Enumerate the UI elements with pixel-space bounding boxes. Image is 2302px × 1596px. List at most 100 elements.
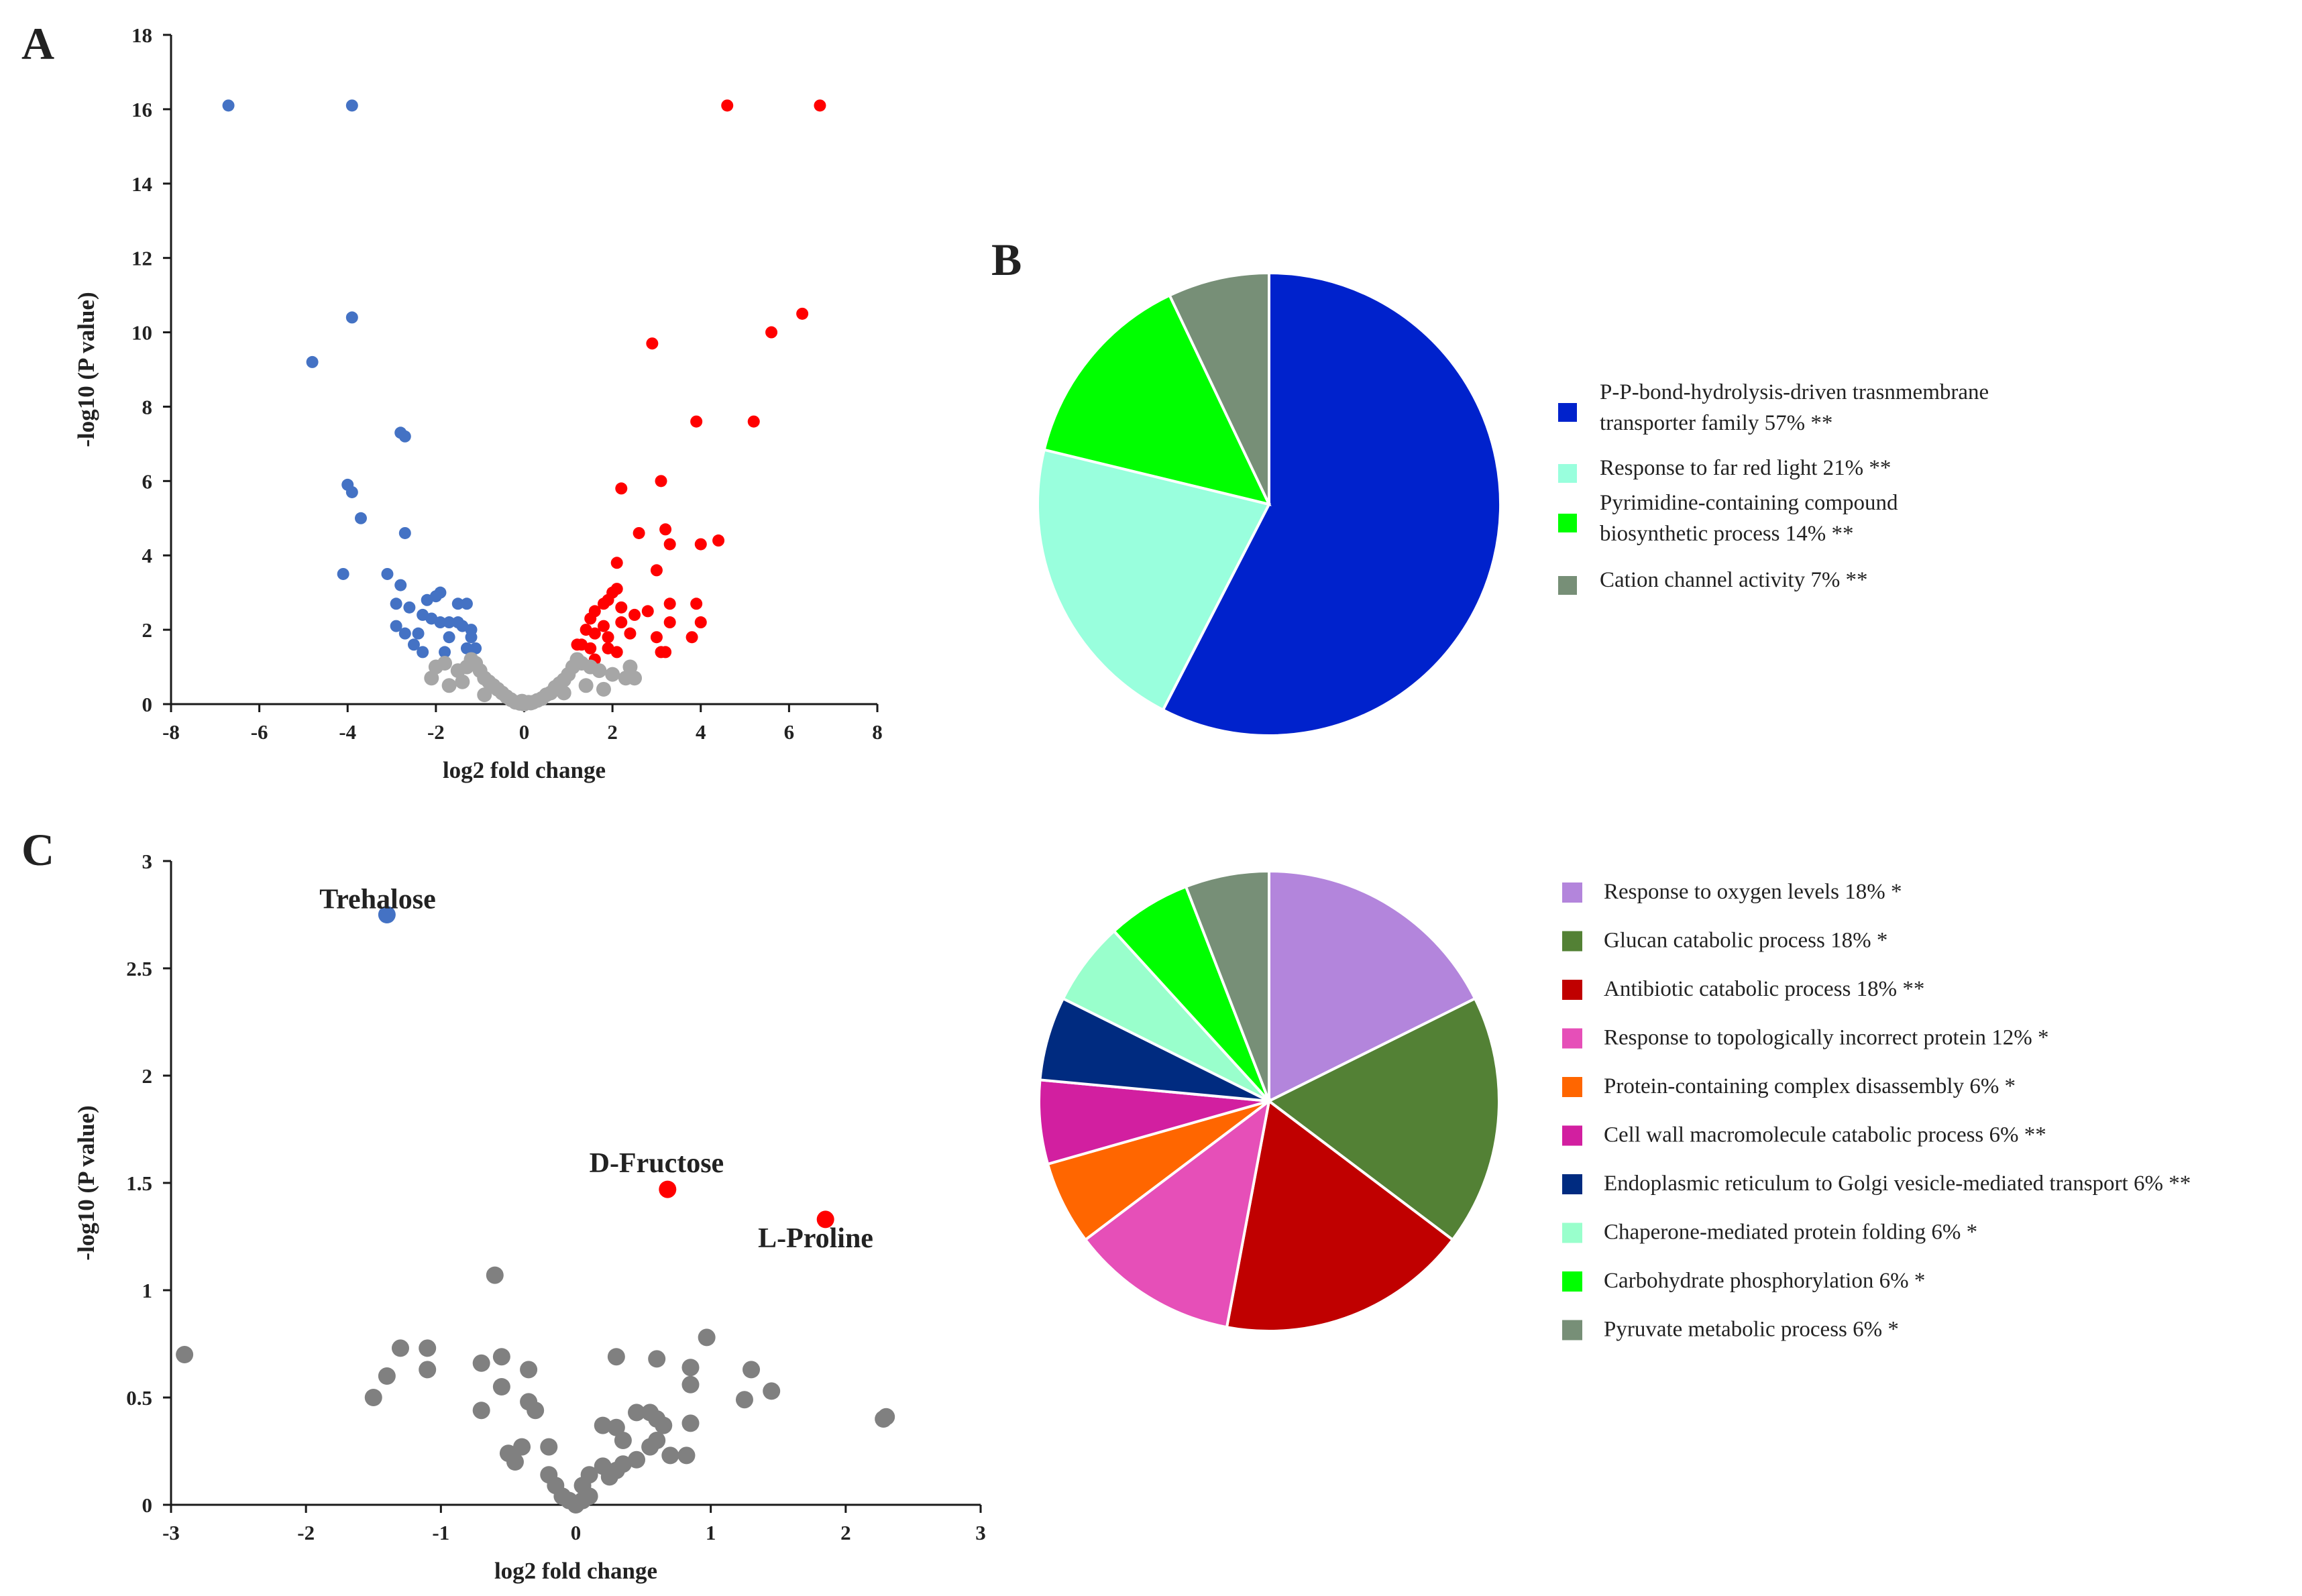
data-point-trehalose <box>378 906 396 923</box>
data-point-up-regulated <box>615 616 628 629</box>
pie-slice <box>1112 885 1270 1102</box>
data-point-not-significant <box>661 1446 679 1465</box>
data-point-up-regulated <box>663 597 676 610</box>
data-point-not-significant <box>486 1266 504 1284</box>
legend-label: Endoplasmic reticulum to Golgi vesicle-m… <box>1604 1172 2191 1196</box>
data-point-up-regulated <box>690 415 703 428</box>
panel-letter-a: A <box>21 18 54 69</box>
data-point-up-regulated <box>641 605 654 618</box>
data-point-not-significant <box>492 1378 510 1395</box>
y-tick-label: 3 <box>142 850 153 873</box>
data-point-down-regulated <box>434 616 447 629</box>
legend-swatch <box>1558 464 1577 483</box>
volcano-c-points <box>176 906 895 1514</box>
data-point-down-regulated <box>434 586 447 599</box>
pie-slice <box>1046 1100 1270 1242</box>
data-point-not-significant <box>641 1438 659 1456</box>
data-point-up-regulated <box>747 415 760 428</box>
data-point-up-regulated <box>633 526 645 539</box>
data-point-not-significant <box>614 1455 632 1473</box>
data-point-not-significant <box>378 1367 396 1385</box>
data-point-up-regulated <box>624 627 637 640</box>
data-point-not-significant <box>513 1438 531 1456</box>
data-point-down-regulated <box>460 642 473 654</box>
data-point-down-regulated <box>403 601 416 614</box>
y-tick-label: 0 <box>142 1493 153 1517</box>
data-point-not-significant <box>681 1359 700 1377</box>
data-point-not-significant <box>594 1416 612 1434</box>
data-point-up-regulated <box>659 523 672 536</box>
data-point-not-significant <box>677 1446 696 1465</box>
data-point-down-regulated <box>394 579 407 591</box>
annotation-l-proline: L-Proline <box>758 1223 873 1254</box>
legend-swatch <box>1558 403 1577 422</box>
volcano-c-y-axis-title: -log10 (P value) <box>73 1105 99 1260</box>
y-tick-label: 14 <box>131 172 152 196</box>
pie-d-legend: Response to oxygen levels 18% * Glucan ca… <box>1562 880 2191 1342</box>
data-point-not-significant <box>681 1375 700 1393</box>
data-point-not-significant <box>607 1348 625 1366</box>
data-point-down-regulated <box>337 567 349 580</box>
legend-label: P-P-bond-hydrolysis-driven trasnmembrane <box>1600 380 1989 404</box>
volcano-c-annotations: Trehalose D-Fructose L-Proline <box>319 884 873 1254</box>
x-tick-label: -2 <box>297 1521 315 1544</box>
pie-slice <box>1038 1078 1270 1166</box>
legend-label: Protein-containing complex disassembly 6… <box>1604 1074 2016 1098</box>
data-point-l-proline <box>816 1210 834 1229</box>
x-tick-label: -2 <box>427 720 445 744</box>
data-point-down-regulated <box>345 486 358 498</box>
legend-swatch <box>1562 1077 1582 1097</box>
x-tick-label: -6 <box>251 720 268 744</box>
data-point-not-significant <box>419 1361 437 1379</box>
y-tick-label: 2 <box>142 1064 153 1088</box>
data-point-down-regulated <box>381 567 394 580</box>
data-point-up-regulated <box>694 616 707 629</box>
data-point-up-regulated <box>610 583 623 595</box>
legend-swatch <box>1562 980 1582 1000</box>
data-point-not-significant <box>492 1348 510 1366</box>
data-point-up-regulated <box>571 638 584 651</box>
y-tick-label: 8 <box>142 395 153 418</box>
x-tick-label: 4 <box>696 720 706 744</box>
legend-label: Cation channel activity 7% ** <box>1600 568 1868 592</box>
data-point-up-regulated <box>721 99 734 112</box>
legend-swatch <box>1562 1222 1582 1243</box>
annotation-trehalose: Trehalose <box>319 884 435 915</box>
data-point-not-significant <box>520 1361 538 1379</box>
pie-slice <box>1268 869 1477 1104</box>
x-tick-label: -8 <box>162 720 180 744</box>
data-point-not-significant <box>424 671 439 686</box>
data-point-up-regulated <box>588 627 601 640</box>
pie-slice <box>1038 996 1270 1102</box>
x-tick-label: 8 <box>872 720 883 744</box>
panel-letter-b: B <box>991 234 1022 285</box>
data-point-down-regulated <box>222 99 235 112</box>
legend-label: Pyruvate metabolic process 6% * <box>1604 1318 1899 1342</box>
data-point-up-regulated <box>650 564 663 577</box>
legend-label: Chaperone-mediated protein folding 6% * <box>1604 1220 1977 1245</box>
data-point-not-significant <box>743 1361 761 1379</box>
legend-label: Carbohydrate phosphorylation 6% * <box>1604 1269 1925 1293</box>
pie-slice <box>1225 1098 1455 1332</box>
data-point-down-regulated <box>460 597 473 610</box>
pie-d-slices <box>1038 869 1500 1332</box>
legend-swatch <box>1562 1320 1582 1341</box>
data-point-not-significant <box>556 685 571 701</box>
legend-label-line2: transporter family 57% ** <box>1600 411 1832 435</box>
data-point-up-regulated <box>610 557 623 569</box>
pie-slice <box>1036 448 1271 712</box>
x-tick-label: 0 <box>571 1521 582 1544</box>
data-point-not-significant <box>176 1346 194 1363</box>
data-point-not-significant <box>527 1402 545 1420</box>
legend-swatch <box>1562 1271 1582 1292</box>
data-point-down-regulated <box>470 642 482 654</box>
legend-swatch <box>1562 1028 1582 1049</box>
y-tick-label: 6 <box>142 469 153 493</box>
legend-label: Antibiotic catabolic process 18% ** <box>1604 977 1924 1001</box>
data-point-not-significant <box>607 1418 625 1436</box>
data-point-not-significant <box>472 1354 490 1372</box>
data-point-not-significant <box>428 659 443 675</box>
data-point-down-regulated <box>354 512 367 524</box>
pie-slice <box>1042 293 1272 506</box>
